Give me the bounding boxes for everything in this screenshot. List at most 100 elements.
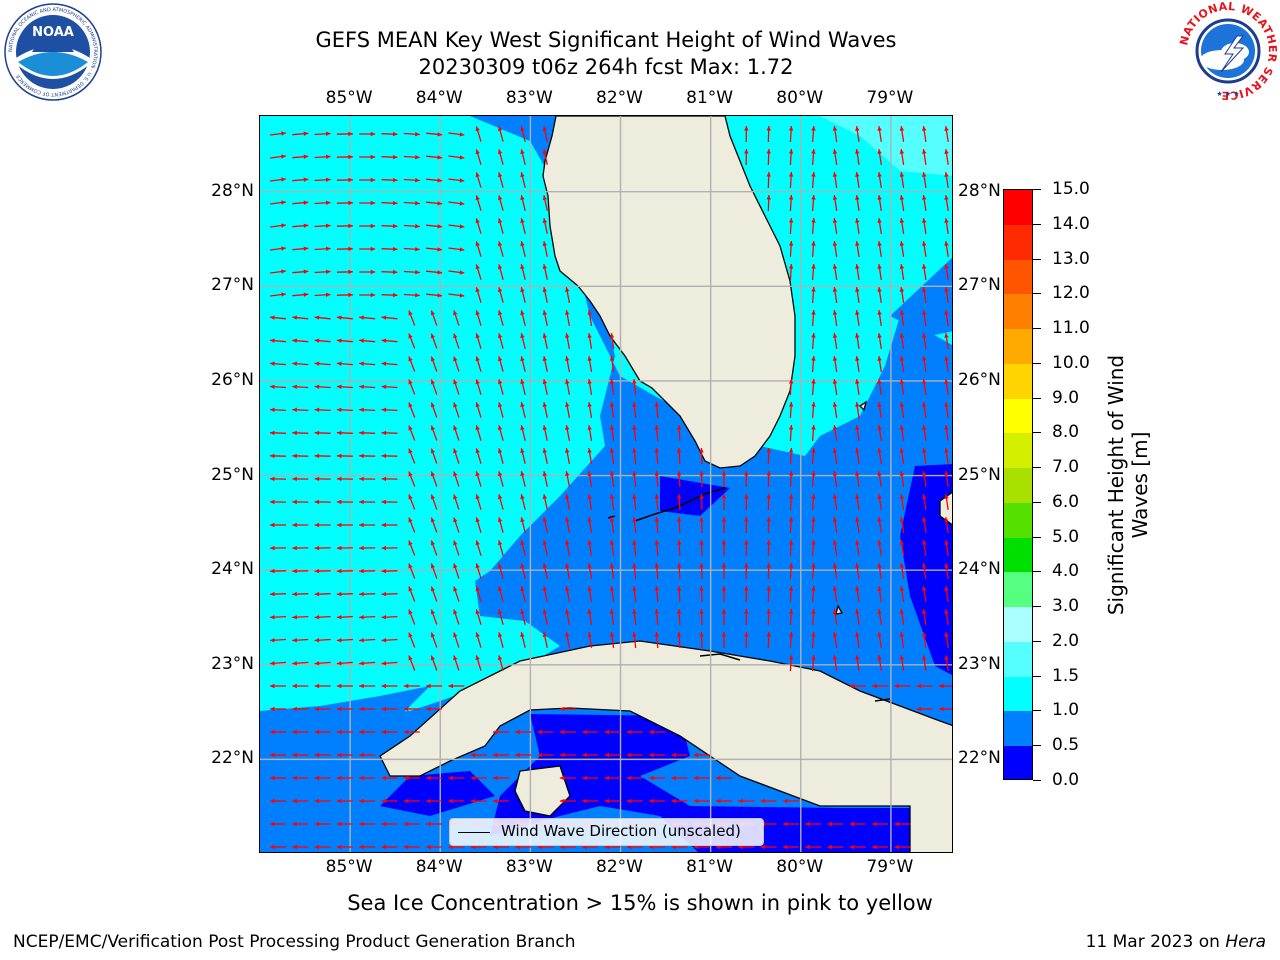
wave-direction-arrow bbox=[832, 517, 838, 533]
footer-host: Hera bbox=[1225, 932, 1266, 952]
wave-direction-arrow bbox=[827, 821, 844, 827]
wave-direction-arrow bbox=[520, 218, 526, 234]
wave-direction-arrow bbox=[520, 517, 526, 533]
wave-direction-arrow bbox=[408, 310, 416, 326]
wave-direction-arrow bbox=[359, 638, 376, 643]
wave-direction-arrow bbox=[582, 752, 599, 758]
wave-direction-arrow bbox=[498, 402, 504, 418]
wave-direction-arrow bbox=[811, 424, 816, 442]
wave-direction-arrow bbox=[832, 310, 838, 326]
wave-direction-arrow bbox=[336, 568, 353, 574]
wave-direction-arrow bbox=[520, 149, 526, 165]
wave-direction-arrow bbox=[609, 471, 615, 487]
map-panel bbox=[259, 115, 953, 853]
colorbar-tick-label: 13.0 bbox=[1052, 248, 1090, 269]
wave-direction-arrow bbox=[922, 172, 927, 188]
wave-direction-arrow bbox=[587, 401, 593, 419]
wave-direction-arrow bbox=[944, 586, 949, 602]
wave-direction-arrow bbox=[944, 195, 949, 211]
wave-direction-arrow bbox=[542, 379, 548, 395]
wave-direction-arrow bbox=[899, 471, 905, 487]
wave-direction-arrow bbox=[832, 448, 838, 464]
noaa-logo-text: NOAA bbox=[32, 25, 74, 40]
wave-direction-arrow bbox=[877, 126, 882, 142]
wave-direction-arrow bbox=[292, 361, 309, 366]
wave-direction-arrow bbox=[453, 540, 460, 556]
wave-direction-arrow bbox=[336, 706, 353, 712]
wave-direction-arrow bbox=[542, 425, 548, 441]
wave-direction-arrow bbox=[336, 223, 353, 229]
wave-direction-arrow bbox=[475, 264, 482, 280]
wave-direction-arrow bbox=[609, 540, 615, 556]
wave-direction-arrow bbox=[314, 615, 331, 620]
wave-direction-arrow bbox=[855, 241, 860, 257]
wave-direction-arrow bbox=[498, 264, 504, 280]
wave-direction-arrow bbox=[314, 706, 331, 712]
wave-direction-arrow bbox=[832, 586, 838, 602]
lat-tick-label: 27°N bbox=[958, 275, 1001, 296]
wave-direction-arrow bbox=[448, 247, 465, 252]
wave-direction-arrow bbox=[475, 494, 482, 510]
wave-direction-arrow bbox=[899, 609, 905, 625]
wave-direction-arrow bbox=[336, 821, 353, 827]
wave-direction-arrow bbox=[944, 126, 949, 142]
wave-direction-arrow bbox=[314, 246, 331, 251]
wave-direction-arrow bbox=[336, 430, 353, 436]
wave-direction-arrow bbox=[788, 470, 794, 488]
wave-direction-arrow bbox=[292, 430, 309, 436]
wave-direction-arrow bbox=[944, 471, 949, 487]
wave-direction-arrow bbox=[693, 775, 710, 781]
wave-direction-arrow bbox=[520, 632, 526, 648]
wave-direction-arrow bbox=[649, 752, 666, 758]
wave-direction-arrow bbox=[292, 407, 309, 412]
wave-direction-arrow bbox=[766, 194, 771, 212]
lon-tick-label: 79°W bbox=[866, 857, 914, 877]
wave-direction-arrow bbox=[430, 563, 438, 579]
colorbar-tick-label: 11.0 bbox=[1052, 318, 1090, 339]
wave-direction-arrow bbox=[520, 241, 526, 257]
wave-direction-arrow bbox=[269, 661, 287, 666]
colorbar-tick-label: 15.0 bbox=[1052, 179, 1090, 199]
wave-direction-arrow bbox=[292, 522, 309, 528]
wave-direction-arrow bbox=[855, 218, 860, 234]
wave-direction-arrow bbox=[448, 293, 465, 298]
wave-direction-arrow bbox=[381, 499, 398, 505]
colorbar-tick-mark bbox=[1033, 606, 1041, 608]
wave-direction-arrow bbox=[899, 333, 905, 349]
wave-direction-arrow bbox=[944, 609, 949, 625]
lat-tick-label: 26°N bbox=[958, 369, 1001, 390]
wave-direction-arrow bbox=[520, 287, 526, 303]
wave-direction-arrow bbox=[426, 247, 443, 252]
wave-direction-arrow bbox=[475, 517, 482, 533]
wave-direction-arrow bbox=[899, 195, 905, 211]
wave-direction-arrow bbox=[944, 540, 949, 556]
wave-direction-arrow bbox=[314, 407, 331, 412]
colorbar-tick-label: 3.0 bbox=[1052, 596, 1080, 617]
wave-direction-arrow bbox=[475, 448, 482, 464]
colorbar-tick-label: 8.0 bbox=[1052, 422, 1080, 443]
wave-direction-arrow bbox=[811, 562, 816, 580]
wave-direction-arrow bbox=[565, 470, 571, 488]
wave-direction-arrow bbox=[381, 315, 398, 320]
wave-direction-arrow bbox=[475, 655, 482, 671]
wave-direction-arrow bbox=[359, 361, 376, 366]
wave-direction-arrow bbox=[788, 654, 794, 672]
wave-direction-arrow bbox=[448, 132, 465, 137]
wave-direction-arrow bbox=[877, 241, 882, 257]
wave-direction-arrow bbox=[788, 125, 794, 143]
wave-direction-arrow bbox=[408, 517, 416, 533]
wave-direction-arrow bbox=[916, 706, 933, 712]
colorbar-title-line1: Significant Height of Wind bbox=[1104, 354, 1128, 616]
wave-direction-arrow bbox=[542, 218, 548, 234]
wave-direction-arrow bbox=[314, 154, 331, 159]
wave-direction-arrow bbox=[336, 453, 353, 459]
wave-direction-arrow bbox=[944, 333, 949, 349]
wave-direction-arrow bbox=[855, 402, 860, 418]
wave-direction-arrow bbox=[453, 609, 460, 625]
lon-tick-label: 83°W bbox=[505, 857, 553, 877]
wave-direction-arrow bbox=[426, 224, 443, 229]
wave-direction-arrow bbox=[877, 655, 882, 671]
wave-direction-arrow bbox=[922, 149, 927, 165]
wave-direction-arrow bbox=[453, 494, 460, 510]
wave-direction-arrow bbox=[542, 586, 548, 602]
